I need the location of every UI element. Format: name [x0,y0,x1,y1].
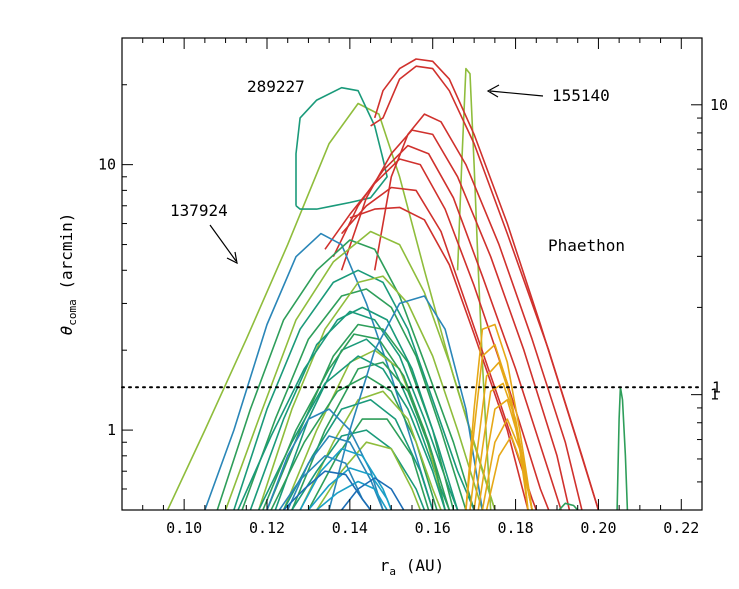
series-line-0 [166,102,496,510]
x-tick-label-2: 0.14 [332,519,368,537]
reference-line-label: 1 [712,378,721,396]
y-tick-label-0: 1 [107,421,116,439]
x-tick-label-1: 0.12 [249,519,285,537]
series-line-12 [216,239,475,510]
series-line-30 [262,333,451,510]
series-line-13 [224,230,496,510]
series-line-1 [295,86,388,210]
series-line-40 [465,323,533,510]
series-line-47 [558,502,579,510]
y-axis-subscript: coma [66,299,79,326]
series-line-16 [257,275,484,510]
series-line-17 [249,310,459,510]
series-line-14 [233,269,475,510]
y-axis-symbol: θ [57,325,76,335]
series-line-44 [477,398,533,510]
plot-frame [121,37,703,511]
series-line-48 [616,386,629,510]
series-line-25 [282,398,434,510]
y-tick-label-1: 10 [98,156,116,174]
series-line-37 [316,480,388,510]
annotation-137924: 137924 [170,201,228,220]
arrow-155140-shaft [489,90,544,97]
series-line-38 [283,470,372,510]
tick-layer: 0.10 0.12 0.14 0.16 0.18 0.20 0.22 1 10 1 10 [98,37,728,537]
x-tick-label-4: 0.18 [498,519,534,537]
arrow-137924-head [226,251,238,265]
series-layer [166,58,629,510]
series-line-9 [341,186,538,510]
x-tick-label-5: 0.20 [580,519,616,537]
series-line-39 [340,477,405,510]
series-line-29 [237,306,459,510]
series-line-4 [370,65,600,510]
series-line-31 [328,295,484,510]
x-axis-symbol: r [380,556,390,575]
y-axis-title: θcoma (arcmin) [57,213,79,336]
x-tick-label-6: 0.22 [663,519,699,537]
series-line-32 [266,408,384,510]
arrow-137924-shaft [209,224,237,262]
reference-layer: 1 [121,378,721,396]
arrow-155140-head [486,84,500,98]
right-tick-label-0: 1 [710,386,719,404]
series-line-10 [349,206,529,510]
x-axis-title: ra (AU) [380,556,444,578]
series-line-7 [332,144,562,510]
x-axis-subscript: a [389,565,396,578]
series-line-36 [307,467,393,510]
series-line-2 [456,67,492,510]
series-line-24 [299,390,442,510]
x-tick-label-0: 0.10 [166,519,202,537]
series-line-8 [324,158,550,510]
annotation-289227: 289227 [247,77,305,96]
y-axis-unit: (arcmin) [57,213,76,290]
annotation-155140: 155140 [552,86,610,105]
series-line-46 [485,435,533,510]
annotation-phaethon: Phaethon [548,236,625,255]
series-line-5 [373,113,583,510]
series-line-33 [286,435,384,510]
series-line-26 [307,418,430,510]
x-tick-label-3: 0.16 [415,519,451,537]
series-line-15 [241,288,467,510]
x-axis-unit: (AU) [406,556,445,575]
series-line-27 [291,429,426,510]
right-tick-label-1: 10 [710,96,728,114]
